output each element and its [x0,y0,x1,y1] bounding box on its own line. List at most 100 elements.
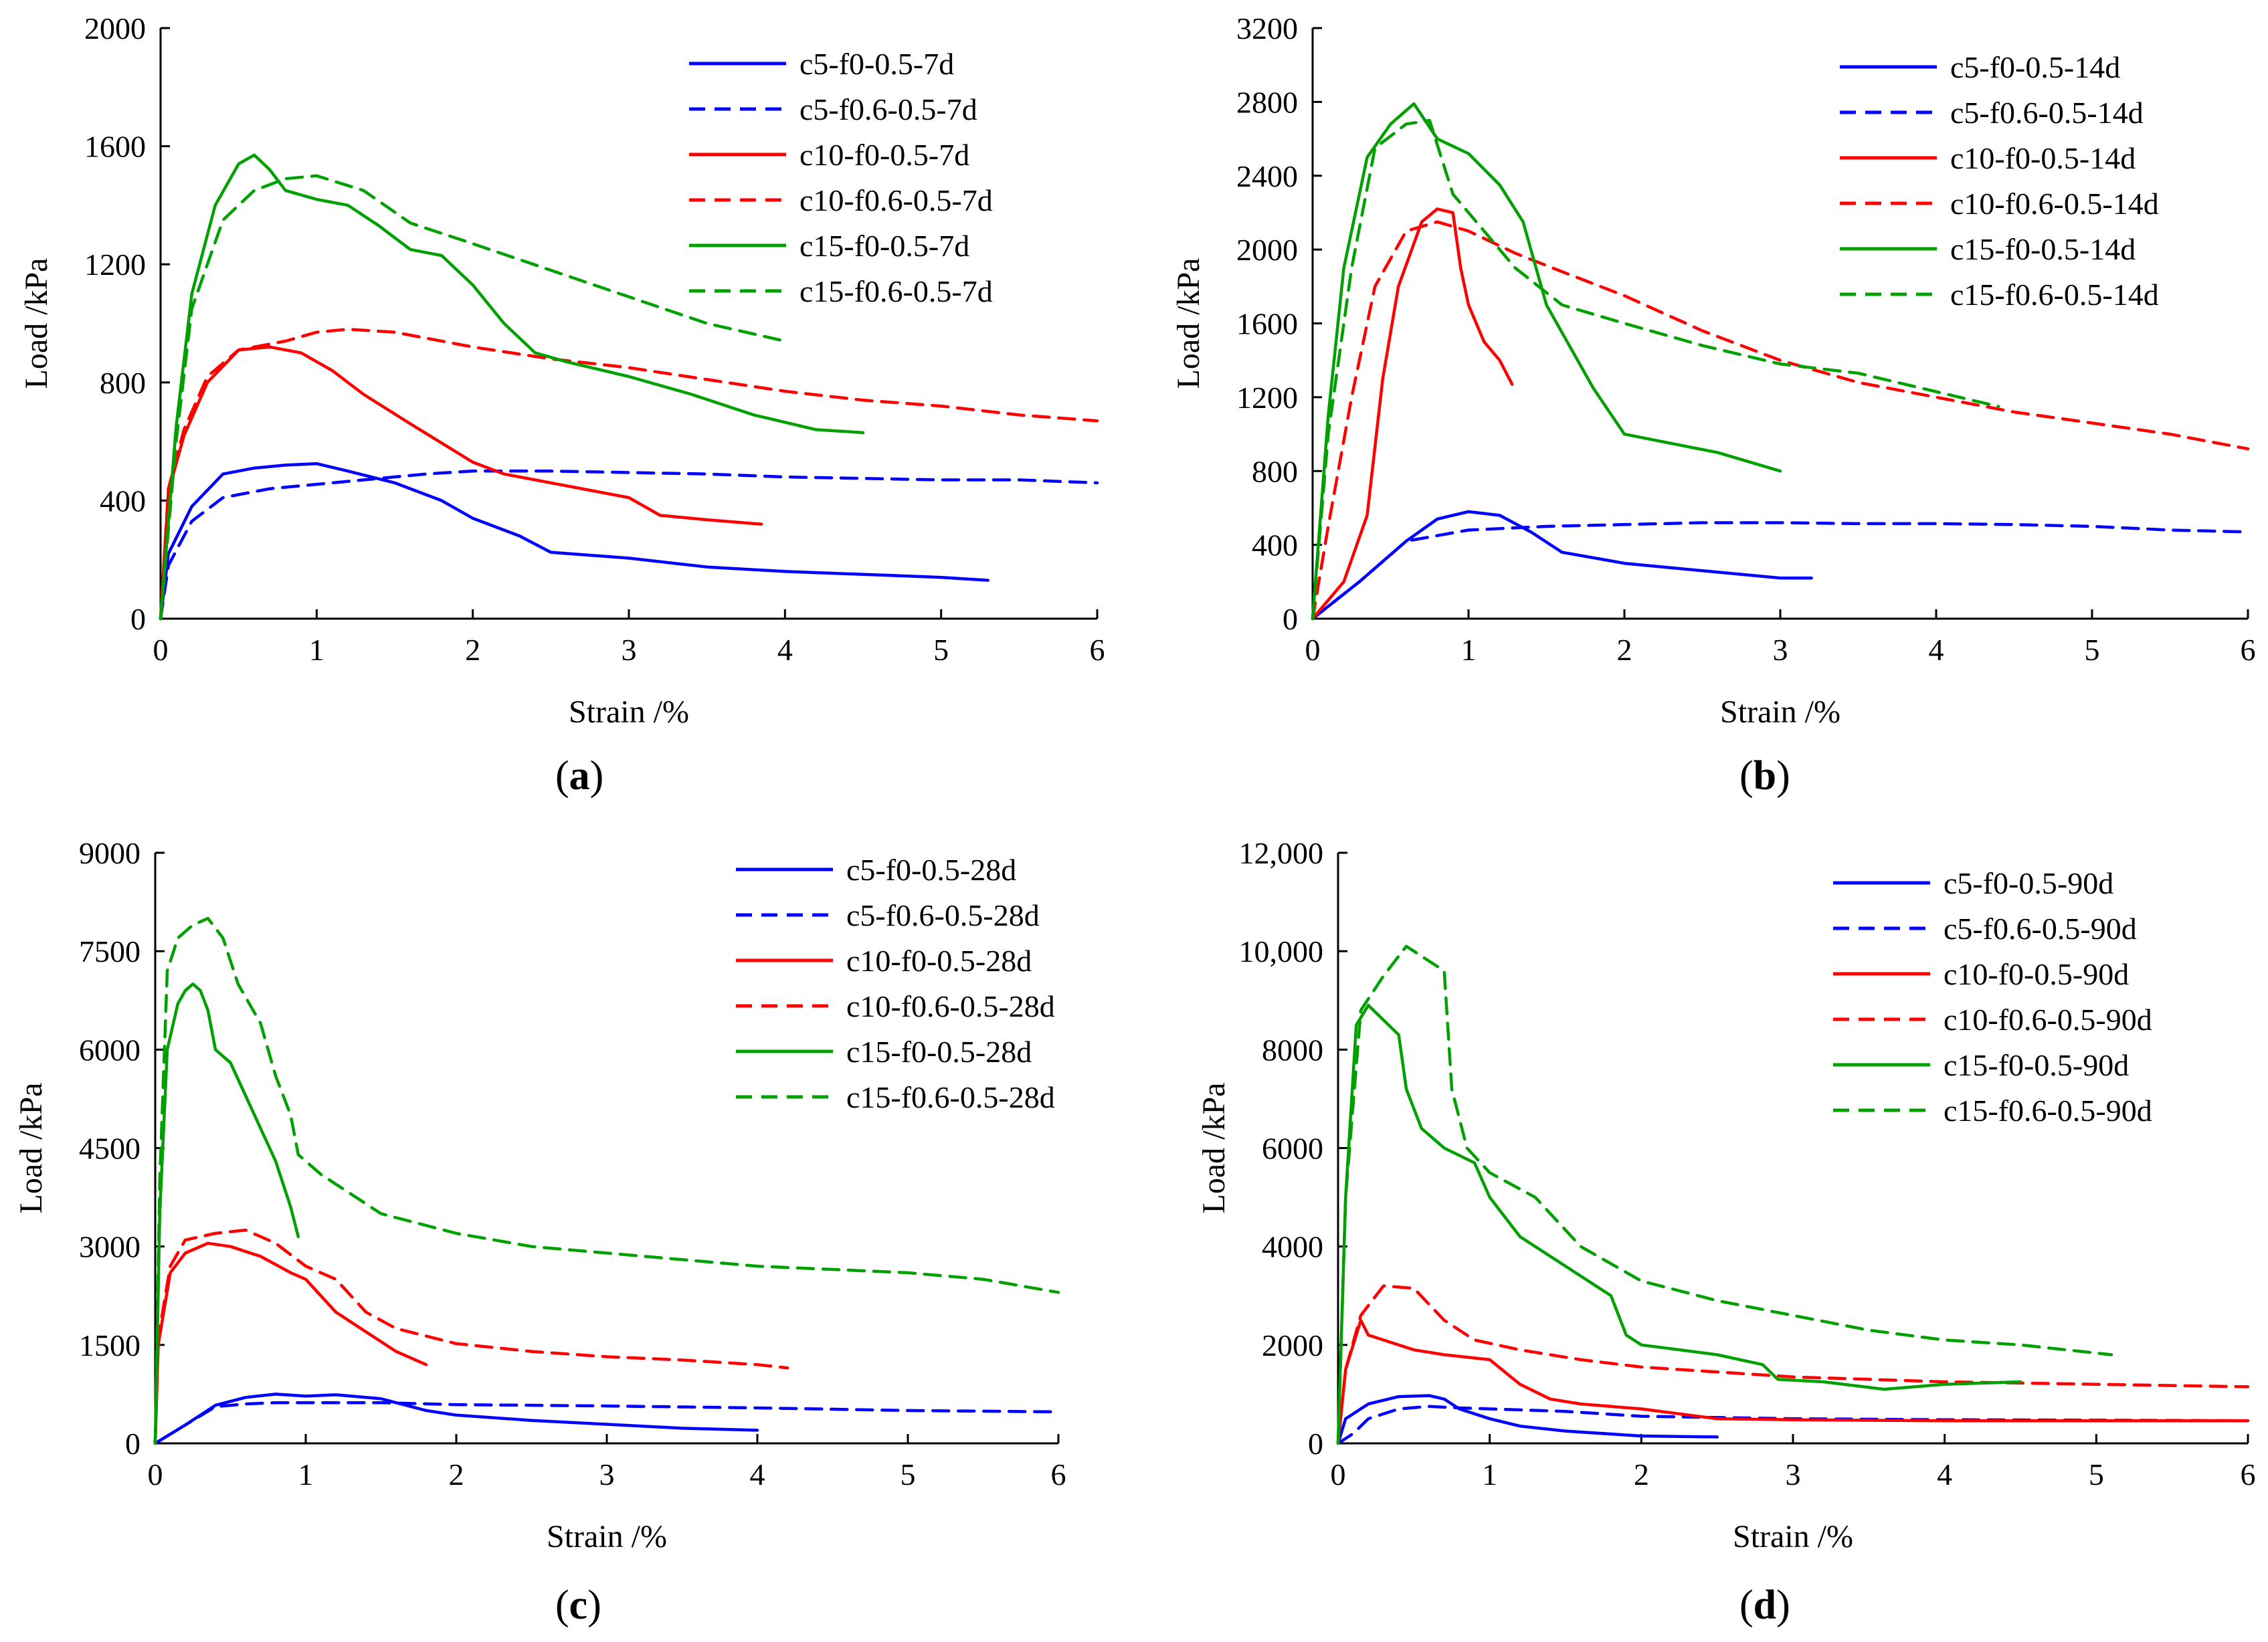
y-tick-label: 2000 [84,11,146,45]
panel-label-close-paren: ) [590,753,604,799]
legend-label: c10-f0.6-0.5-14d [1950,187,2159,221]
legend-label: c15-f0.6-0.5-90d [1944,1094,2152,1128]
y-tick-label: 800 [100,366,146,400]
x-tick-label: 2 [449,1457,464,1492]
x-axis-title: Strain /% [1720,694,1840,730]
legend-label: c10-f0.6-0.5-7d [799,183,993,217]
legend-label: c15-f0-0.5-90d [1944,1048,2129,1082]
legend-label: c10-f0.6-0.5-28d [846,989,1055,1023]
series-line-c5-f0-0.5-7d [159,461,989,621]
x-tick-label: 0 [148,1457,163,1492]
y-tick-label: 10,000 [1239,934,1324,968]
panel-label: (d) [1739,1582,1790,1628]
y-tick-label: 400 [1252,528,1298,562]
x-tick-label: 4 [1937,1457,1952,1492]
legend-label: c15-f0.6-0.5-7d [799,274,993,308]
y-tick-label: 1600 [1236,307,1298,341]
chart-panel-d: 0 1 2 3 4 5 6 0 2000 4000 6000 8000 10,000 12,000 Stra… [1196,836,2256,1628]
y-axis-title: Load /kPa [1171,258,1206,389]
y-tick-label: 0 [125,1427,140,1461]
y-tick-label: 0 [130,602,146,636]
x-tick-label: 6 [1090,633,1105,667]
legend-label: c5-f0.6-0.5-28d [846,898,1040,932]
legend-label: c5-f0-0.5-28d [846,853,1016,887]
panel-label: (a) [555,753,603,799]
legend: c5-f0-0.5-28d c5-f0.6-0.5-28d c10-f0-0.5-2… [736,853,1055,1114]
y-tick-label: 4500 [79,1132,140,1166]
x-tick-label: 3 [1786,1457,1801,1492]
chart-panel-a: 0 1 2 3 4 5 6 0 400 800 1200 1600 2000 Strain /% Load … [19,11,1105,799]
y-tick-label: 7500 [79,934,140,968]
legend-label: c5-f0-0.5-90d [1944,866,2113,900]
series-line-c15-f0-0.5-7d [159,153,865,621]
y-tick-label: 400 [100,484,146,518]
series-line-c10-f0.6-0.5-28d [153,1228,789,1445]
y-axis-title: Load /kPa [19,258,54,389]
series-line-c10-f0.6-0.5-90d [1336,1284,2250,1445]
y-tick-label: 800 [1252,454,1298,488]
legend-label: c5-f0-0.5-14d [1950,50,2120,84]
legend-label: c10-f0-0.5-14d [1950,141,2136,175]
panel-label-letter: b [1754,753,1776,799]
chart-panel-c: 0 1 2 3 4 5 6 0 1500 3000 4500 6000 7500 9000 Strain /… [13,836,1066,1628]
legend-label: c15-f0.6-0.5-14d [1950,278,2159,312]
x-tick-label: 3 [599,1457,615,1492]
series-line-c5-f0-0.5-28d [153,1393,759,1445]
y-tick-label: 8000 [1262,1033,1323,1067]
y-tick-label: 2000 [1262,1328,1323,1362]
series-line-c10-f0-0.5-28d [153,1241,428,1445]
panel-label-letter: d [1754,1582,1776,1628]
series-line-c5-f0-0.5-14d [1311,510,1813,621]
legend-label: c5-f0.6-0.5-14d [1950,96,2144,130]
legend-label: c10-f0-0.5-28d [846,944,1032,978]
y-tick-label: 0 [1283,602,1298,636]
legend: c5-f0-0.5-14d c5-f0.6-0.5-14d c10-f0-0.5-1… [1840,50,2159,312]
legend-label: c15-f0-0.5-28d [846,1035,1032,1069]
series-line-c10-f0-0.5-7d [159,345,763,621]
panel-label: (c) [555,1582,601,1628]
x-tick-label: 1 [309,633,324,667]
legend-label: c5-f0.6-0.5-7d [799,92,977,126]
x-tick-label: 1 [298,1457,314,1492]
series-line-c10-f0.6-0.5-7d [159,328,1099,621]
series-line-c15-f0.6-0.5-7d [159,174,787,621]
series-line-c5-f0.6-0.5-14d [1311,521,2250,621]
panel-label-close-paren: ) [1776,1582,1790,1628]
y-tick-label: 2800 [1236,85,1298,119]
y-tick-label: 0 [1308,1427,1323,1461]
y-tick-label: 6000 [1262,1132,1323,1166]
y-tick-label: 9000 [79,836,140,870]
y-tick-label: 1600 [84,130,146,164]
x-tick-label: 2 [1634,1457,1649,1492]
x-tick-label: 3 [1773,633,1788,667]
x-tick-label: 5 [2085,633,2100,667]
x-tick-label: 0 [1331,1457,1346,1492]
panel-label-letter: c [569,1582,588,1628]
panel-label-close-paren: ) [587,1582,601,1628]
y-tick-label: 4000 [1262,1230,1323,1264]
x-tick-label: 6 [1051,1457,1066,1492]
panel-label-open-paren: ( [1739,1582,1754,1628]
y-tick-label: 6000 [79,1033,140,1067]
series-line-c15-f0-0.5-14d [1311,102,1782,621]
x-tick-label: 6 [2241,633,2256,667]
legend-label: c15-f0-0.5-7d [799,229,969,263]
x-tick-label: 4 [750,1457,765,1492]
panel-label-letter: a [569,753,590,799]
y-tick-label: 3000 [79,1230,140,1264]
series-line-c15-f0.6-0.5-14d [1311,118,2000,621]
x-tick-label: 2 [1617,633,1632,667]
series-line-c15-f0-0.5-28d [153,982,300,1445]
legend-label: c10-f0-0.5-7d [799,138,969,172]
legend: c5-f0-0.5-90d c5-f0.6-0.5-90d c10-f0-0.5-9… [1833,866,2152,1128]
y-tick-label: 3200 [1236,11,1298,45]
legend-label: c5-f0.6-0.5-90d [1944,912,2137,946]
series-line-c10-f0.6-0.5-14d [1311,220,2250,621]
panel-label: (b) [1739,753,1790,799]
panel-label-open-paren: ( [555,753,569,799]
x-tick-label: 0 [153,633,169,667]
x-tick-label: 5 [933,633,949,667]
series-line-c5-f0-0.5-90d [1336,1394,1719,1445]
series-line-c10-f0-0.5-14d [1311,207,1514,621]
